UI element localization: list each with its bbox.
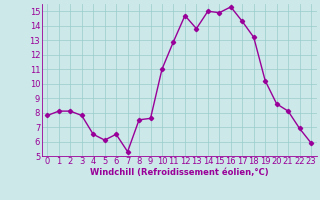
- X-axis label: Windchill (Refroidissement éolien,°C): Windchill (Refroidissement éolien,°C): [90, 168, 268, 177]
